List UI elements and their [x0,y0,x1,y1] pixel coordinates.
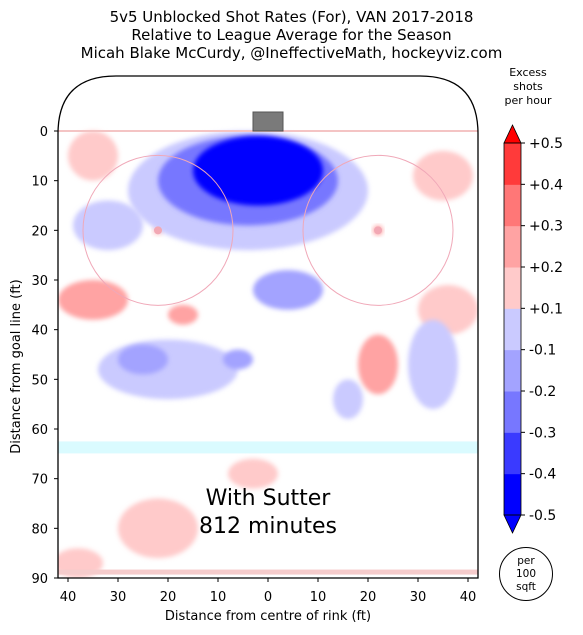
blue-line [58,441,478,454]
colorbar-max-arrow [503,124,522,144]
contour-blob [118,498,198,559]
y-tick-label: 10 [31,175,48,190]
heatmap-field [58,76,478,578]
colorbar: +0.5 +0.4 +0.3 +0.2 +0.1 -0.1 -0.2 -0.3 -0.4 -0.5 [503,124,563,534]
rink-boards [57,75,479,579]
x-tick-label: 30 [110,590,127,605]
chart-title-line1: 5v5 Unblocked Shot Rates (For), VAN 2017… [109,8,474,26]
y-tick-label: 90 [31,572,48,587]
colorbar-tick-label: -0.5 [529,508,556,524]
colorbar-band [504,473,521,516]
contour-blob [408,319,458,410]
plot-area: With Sutter 812 minutes [57,75,479,579]
colorbar-band [504,225,521,268]
faceoff-circle-right [302,154,454,306]
contour-blob [253,270,323,310]
contour-blob [118,344,168,375]
unit-badge-line: 100 [515,568,537,580]
annotation-player: With Sutter [206,486,332,511]
y-tick-label: 70 [31,473,48,488]
colorbar-tick-label: +0.4 [529,177,563,193]
colorbar-tick-label: -0.1 [529,343,556,359]
colorbar-frame [503,142,522,516]
contour-blob [98,339,238,400]
y-tick-label: 40 [31,324,48,339]
y-tick-label: 20 [31,224,48,239]
unit-badge-line: sqft [516,581,536,593]
colorbar-band [504,267,521,309]
contour-blob [168,304,198,325]
colorbar-band [504,349,521,392]
x-axis-label: Distance from centre of rink (ft) [165,609,371,624]
colorbar-title-line: shots [513,80,543,93]
x-tick-label: 10 [210,590,227,605]
y-tick-label: 50 [31,373,48,388]
colorbar-tick-label: +0.5 [529,136,563,152]
colorbar-band [504,184,521,227]
x-tick-label: 40 [60,590,77,605]
colorbar-band [504,143,521,185]
x-tick-label: 20 [360,590,377,605]
x-tick-label: 30 [410,590,427,605]
colorbar-title-line: Excess [509,66,547,79]
centre-red-line [58,569,478,575]
y-tick-label: 60 [31,423,48,438]
colorbar-tick-label: +0.3 [529,219,563,235]
y-tick-label: 80 [31,522,48,537]
y-tick-label: 30 [31,274,48,289]
colorbar-band [504,432,521,475]
colorbar-band [504,308,521,351]
contour-blob [68,131,118,181]
annotation-minutes: 812 minutes [199,514,337,539]
y-axis-label: Distance from goal line (ft) [9,279,24,453]
x-tick-label: 10 [310,590,327,605]
unit-badge: per 100 sqft [499,547,553,601]
contour-blob [358,334,398,395]
contour-blob [193,135,323,206]
colorbar-tick-label: -0.4 [529,467,556,483]
contour-blob [73,200,143,251]
colorbar-band [504,391,521,433]
chart-title-line3: Micah Blake McCurdy, @IneffectiveMath, h… [80,44,503,62]
goal-net [252,111,284,132]
axes: 0 10 20 30 40 50 60 70 80 90 40 30 20 10 0 10 20 30 40 Dist… [9,125,476,624]
contour-blob [413,150,473,201]
colorbar-title: Excess shots per hour [494,66,562,108]
colorbar-title-line: per hour [504,94,552,107]
faceoff-dot-right [374,226,382,235]
x-tick-label: 20 [160,590,177,605]
contour-blob [223,349,253,370]
colorbar-tick-label: -0.2 [529,384,556,400]
colorbar-tick-label: -0.3 [529,425,556,441]
contour-blob [333,379,363,420]
chart-title-line2: Relative to League Average for the Seaso… [131,26,452,44]
contour-blob [228,458,278,489]
unit-badge-line: per [517,555,535,567]
faceoff-circle-left [82,154,234,306]
colorbar-min-arrow [503,514,522,534]
x-tick-label: 0 [264,590,272,605]
faceoff-dot-left [154,226,162,235]
contour-blob [58,280,128,320]
colorbar-tick-label: +0.1 [529,301,563,317]
y-tick-label: 0 [40,125,48,140]
colorbar-tick-label: +0.2 [529,260,563,276]
x-tick-label: 40 [460,590,477,605]
